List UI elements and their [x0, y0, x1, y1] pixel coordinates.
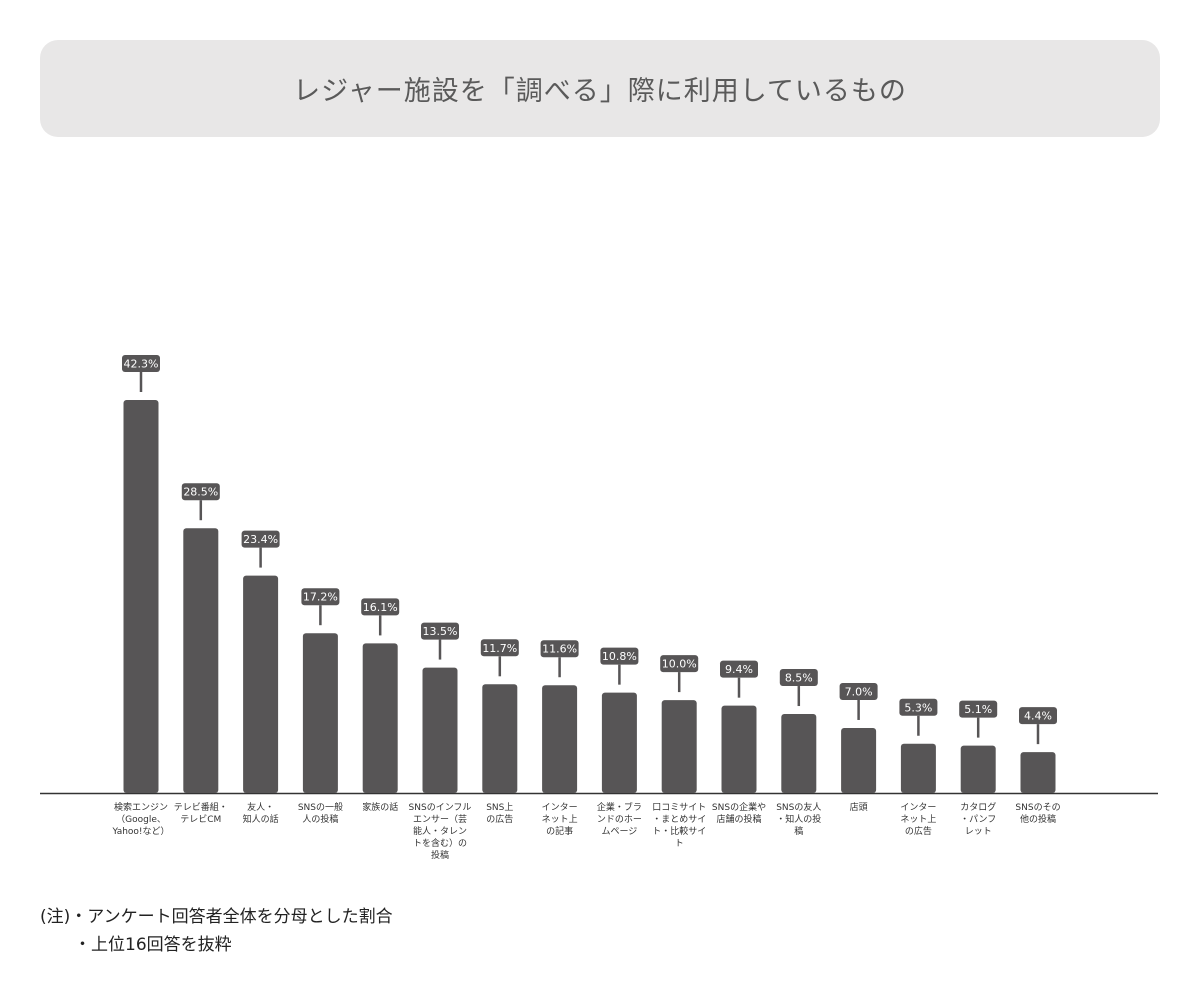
- data-label-3: 23.4%: [243, 533, 278, 546]
- data-label-6: 13.5%: [423, 625, 458, 638]
- bar-6: [422, 667, 458, 793]
- bar-7: [482, 684, 518, 793]
- data-label-7: 11.7%: [482, 642, 517, 655]
- data-label-1: 42.3%: [124, 358, 159, 371]
- data-label-12: 8.5%: [785, 672, 813, 685]
- data-label-bg-9: [600, 647, 639, 665]
- bar-8: [542, 685, 578, 793]
- category-label-6: SNSのインフルエンサー（芸能人・タレントを含む）の投稿: [409, 803, 472, 861]
- data-label-4: 17.2%: [303, 591, 338, 604]
- footnote-line-1: (注)・アンケート回答者全体を分母とした割合: [40, 907, 393, 927]
- data-label-bg-15: [959, 700, 998, 718]
- data-label-bg-2: [181, 483, 220, 501]
- category-label-5: 家族の話: [362, 801, 398, 813]
- data-label-bg-10: [660, 655, 699, 673]
- data-label-16: 4.4%: [1024, 710, 1052, 723]
- data-label-15: 5.1%: [964, 703, 992, 716]
- bar-13: [841, 727, 877, 793]
- bar-14: [900, 743, 936, 793]
- category-label-11: SNSの企業や店舗の投稿: [712, 801, 766, 825]
- bar-4: [302, 633, 338, 793]
- data-label-bg-8: [540, 640, 579, 658]
- footnote-line-2: ・上位16回答を抜粋: [74, 935, 232, 955]
- bar-1: [123, 400, 159, 793]
- category-label-10: 口コミサイト・まとめサイト・比較サイト: [652, 802, 706, 849]
- data-label-bg-1: [122, 355, 160, 372]
- data-label-2: 28.5%: [183, 486, 218, 499]
- data-label-13: 7.0%: [845, 685, 873, 698]
- data-label-bg-4: [301, 588, 340, 606]
- data-label-11: 9.4%: [725, 663, 753, 676]
- bar-2: [183, 528, 219, 793]
- category-label-3: 友人・知人の話: [243, 801, 279, 825]
- category-label-1: 検索エンジン（Google、 Yahoo!など）: [111, 801, 169, 837]
- chart-title-box: レジャー施設を「調べる」際に利用しているもの: [40, 40, 1160, 137]
- data-label-bg-6: [421, 622, 459, 640]
- data-label-bg-16: [1019, 707, 1057, 725]
- category-label-16: SNSのその他の投稿: [1015, 802, 1060, 825]
- category-label-2: テレビ番組・テレビCM: [174, 801, 228, 825]
- category-label-7: SNS上の広告: [486, 802, 513, 825]
- bar-10: [661, 700, 697, 793]
- data-label-bg-7: [480, 639, 519, 657]
- data-label-10: 10.0%: [662, 658, 697, 671]
- data-label-bg-3: [241, 530, 280, 548]
- footnotes: (注)・アンケート回答者全体を分母とした割合 ・上位16回答を抜粋: [40, 903, 393, 959]
- bar-3: [243, 575, 279, 793]
- category-label-9: 企業・ブランドのホームページ: [597, 801, 642, 837]
- category-label-14: インターネット上の広告: [900, 802, 936, 837]
- data-label-14: 5.3%: [904, 701, 932, 714]
- category-label-13: 店頭: [850, 801, 868, 813]
- bar-16: [1020, 752, 1056, 793]
- chart-title: レジャー施設を「調べる」際に利用しているもの: [293, 76, 907, 107]
- data-label-bg-12: [779, 669, 818, 687]
- bar-12: [781, 714, 817, 793]
- data-label-bg-13: [839, 682, 878, 700]
- data-label-bg-14: [899, 698, 938, 716]
- category-label-12: SNSの友人・知人の投稿: [776, 801, 821, 837]
- category-label-8: インターネット上の記事: [542, 802, 578, 837]
- data-label-bg-11: [720, 660, 758, 678]
- data-label-bg-5: [361, 598, 400, 616]
- bar-5: [362, 643, 398, 793]
- bar-15: [960, 745, 996, 793]
- category-label-4: SNSの一般人の投稿: [298, 801, 343, 825]
- bar-9: [601, 692, 637, 793]
- data-label-5: 16.1%: [363, 601, 398, 614]
- data-label-9: 10.8%: [602, 650, 637, 663]
- category-label-15: カタログ・パンフレット: [960, 801, 996, 837]
- data-label-8: 11.6%: [542, 643, 577, 656]
- bar-11: [721, 705, 757, 793]
